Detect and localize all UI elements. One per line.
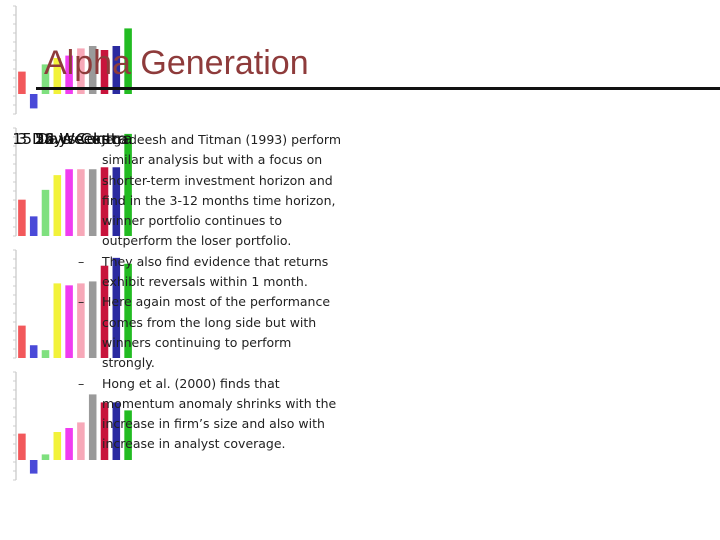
bar (65, 55, 73, 94)
bullet: Hong et al. (2000) finds that momentum a… (78, 374, 346, 455)
bar (53, 175, 62, 236)
bullet: Here again most of the performance comes… (78, 292, 346, 373)
bar (18, 199, 26, 236)
bar (29, 460, 38, 474)
mini-chart (13, 5, 132, 115)
bar (53, 58, 62, 94)
bar (53, 283, 62, 358)
bullet: Jegadeesh and Titman (1993) perform simi… (78, 130, 346, 252)
panel-caption: 15 Days Contra (12, 130, 133, 148)
bullet: They also find evidence that returns exh… (78, 252, 346, 293)
slide-title: Alpha Generation (44, 44, 309, 82)
bar (124, 28, 132, 94)
bar (88, 46, 97, 94)
bar (41, 454, 50, 460)
bar (53, 432, 62, 460)
bar (41, 350, 50, 358)
chart-panel: 3 Days Contra (0, 0, 720, 148)
bar (41, 64, 50, 94)
bar (65, 169, 73, 236)
bar (41, 189, 50, 236)
bar (18, 325, 26, 358)
bar (18, 433, 26, 460)
panel-caption: 3 Days Contra (17, 130, 128, 148)
bar (112, 46, 121, 94)
panel-caption: 52 Weeks (34, 130, 111, 148)
bar (65, 285, 73, 358)
chart-panels: 3 Days Contra 15 Days Contra 26 Weeks 52 We… (0, 0, 720, 481)
bullet-list: Jegadeesh and Titman (1993) perform simi… (78, 130, 346, 455)
bar (29, 94, 38, 109)
bar (18, 71, 26, 94)
bar (29, 216, 38, 236)
bar (29, 345, 38, 358)
bar (100, 50, 109, 94)
panel-caption: 26 Weeks (34, 130, 111, 148)
bar (65, 428, 73, 460)
title-rule (36, 87, 720, 90)
bar (77, 48, 85, 94)
